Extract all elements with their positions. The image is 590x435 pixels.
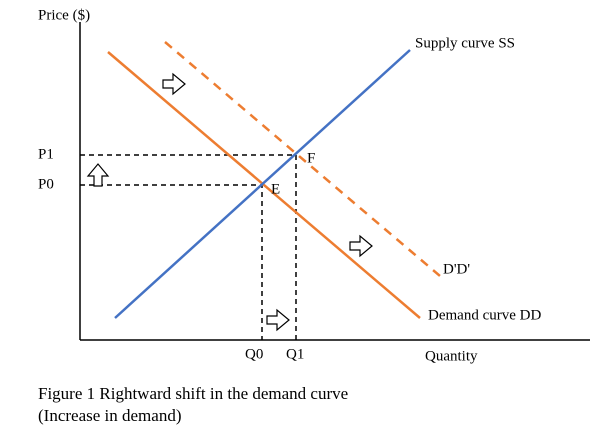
price-label: P0 xyxy=(38,176,54,192)
price-label: P1 xyxy=(38,146,54,162)
caption: (Increase in demand) xyxy=(38,406,181,425)
point-label: E xyxy=(271,181,280,197)
quantity-label: Q0 xyxy=(245,346,263,362)
new-demand-curve xyxy=(164,41,441,277)
y-axis-label: Price ($) xyxy=(38,7,90,23)
caption: Figure 1 Rightward shift in the demand c… xyxy=(38,384,348,403)
demand-curve xyxy=(107,51,421,319)
shift-arrow xyxy=(266,308,290,332)
supply-curve xyxy=(114,49,411,319)
curve-label: Demand curve DD xyxy=(428,307,541,323)
curve-label: D'D' xyxy=(443,261,470,277)
shift-arrow xyxy=(162,72,186,96)
shift-arrow xyxy=(349,234,373,258)
quantity-label: Q1 xyxy=(286,346,304,362)
curve-label: Supply curve SS xyxy=(415,35,515,51)
x-axis-label: Quantity xyxy=(425,348,478,364)
price-arrow xyxy=(86,163,110,187)
point-label: F xyxy=(307,150,315,166)
